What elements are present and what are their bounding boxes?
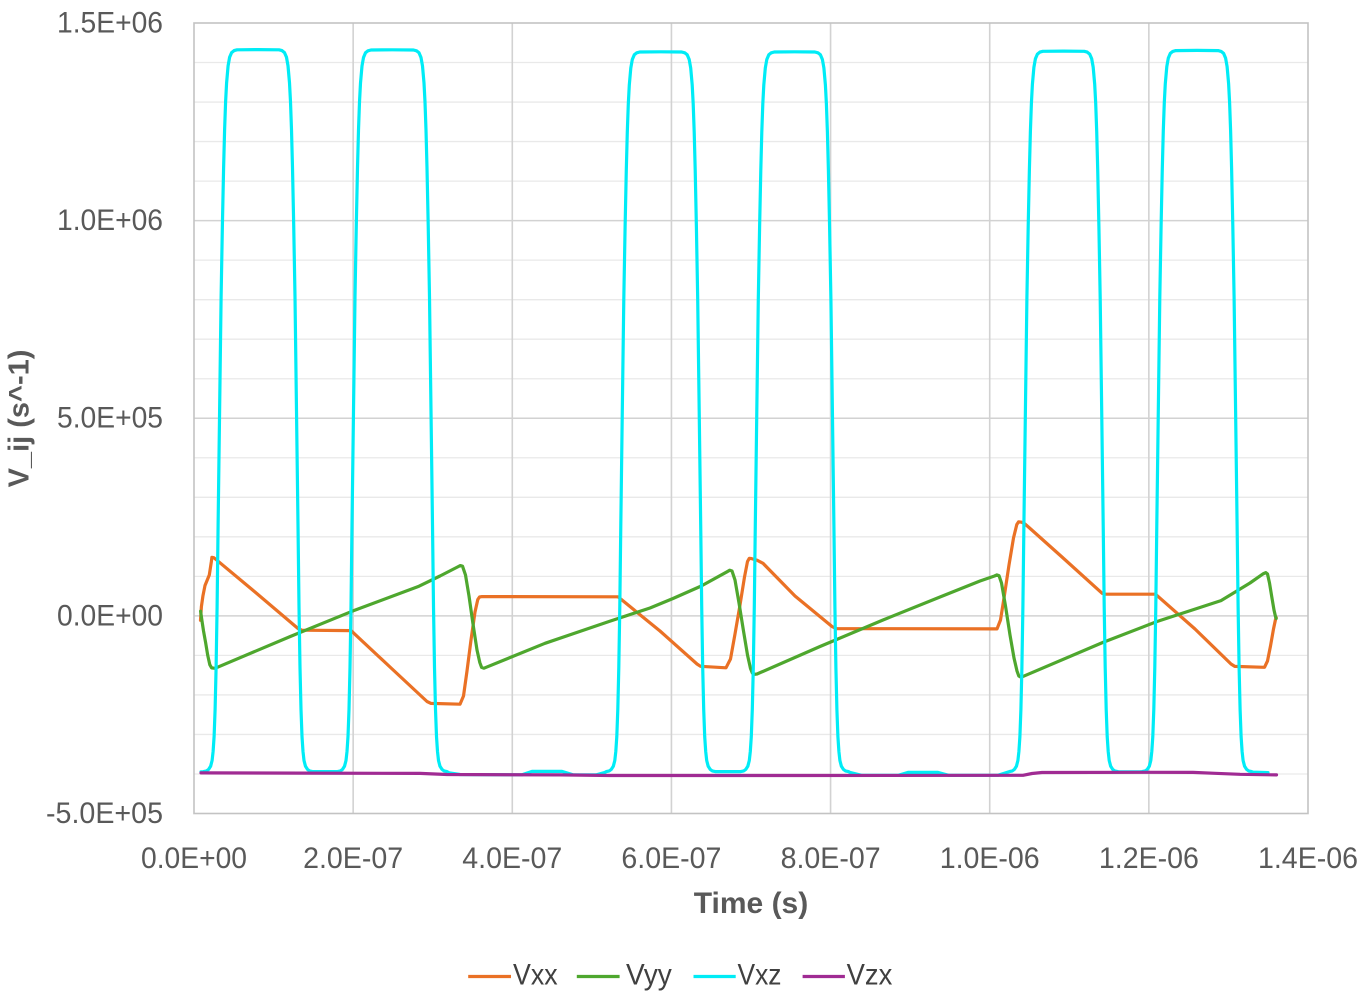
- svg-text:8.0E-07: 8.0E-07: [781, 842, 881, 875]
- svg-text:Time (s): Time (s): [694, 887, 808, 920]
- svg-text:5.0E+05: 5.0E+05: [57, 402, 163, 435]
- svg-text:-5.0E+05: -5.0E+05: [46, 797, 163, 830]
- svg-text:Vxx: Vxx: [513, 959, 558, 992]
- svg-text:Vyy: Vyy: [626, 959, 672, 992]
- svg-text:V_ij (s^-1): V_ij (s^-1): [4, 350, 36, 488]
- svg-text:1.0E-06: 1.0E-06: [940, 842, 1040, 875]
- svg-text:1.0E+06: 1.0E+06: [57, 204, 163, 237]
- svg-text:0.0E+00: 0.0E+00: [57, 599, 163, 632]
- svg-text:1.4E-06: 1.4E-06: [1258, 842, 1358, 875]
- svg-text:6.0E-07: 6.0E-07: [621, 842, 721, 875]
- svg-text:0.0E+00: 0.0E+00: [141, 842, 247, 875]
- svg-text:1.2E-06: 1.2E-06: [1099, 842, 1199, 875]
- svg-text:2.0E-07: 2.0E-07: [303, 842, 403, 875]
- svg-text:1.5E+06: 1.5E+06: [57, 6, 163, 39]
- svg-text:4.0E-07: 4.0E-07: [462, 842, 562, 875]
- svg-text:Vxz: Vxz: [738, 959, 782, 992]
- svg-text:Vzx: Vzx: [847, 959, 893, 992]
